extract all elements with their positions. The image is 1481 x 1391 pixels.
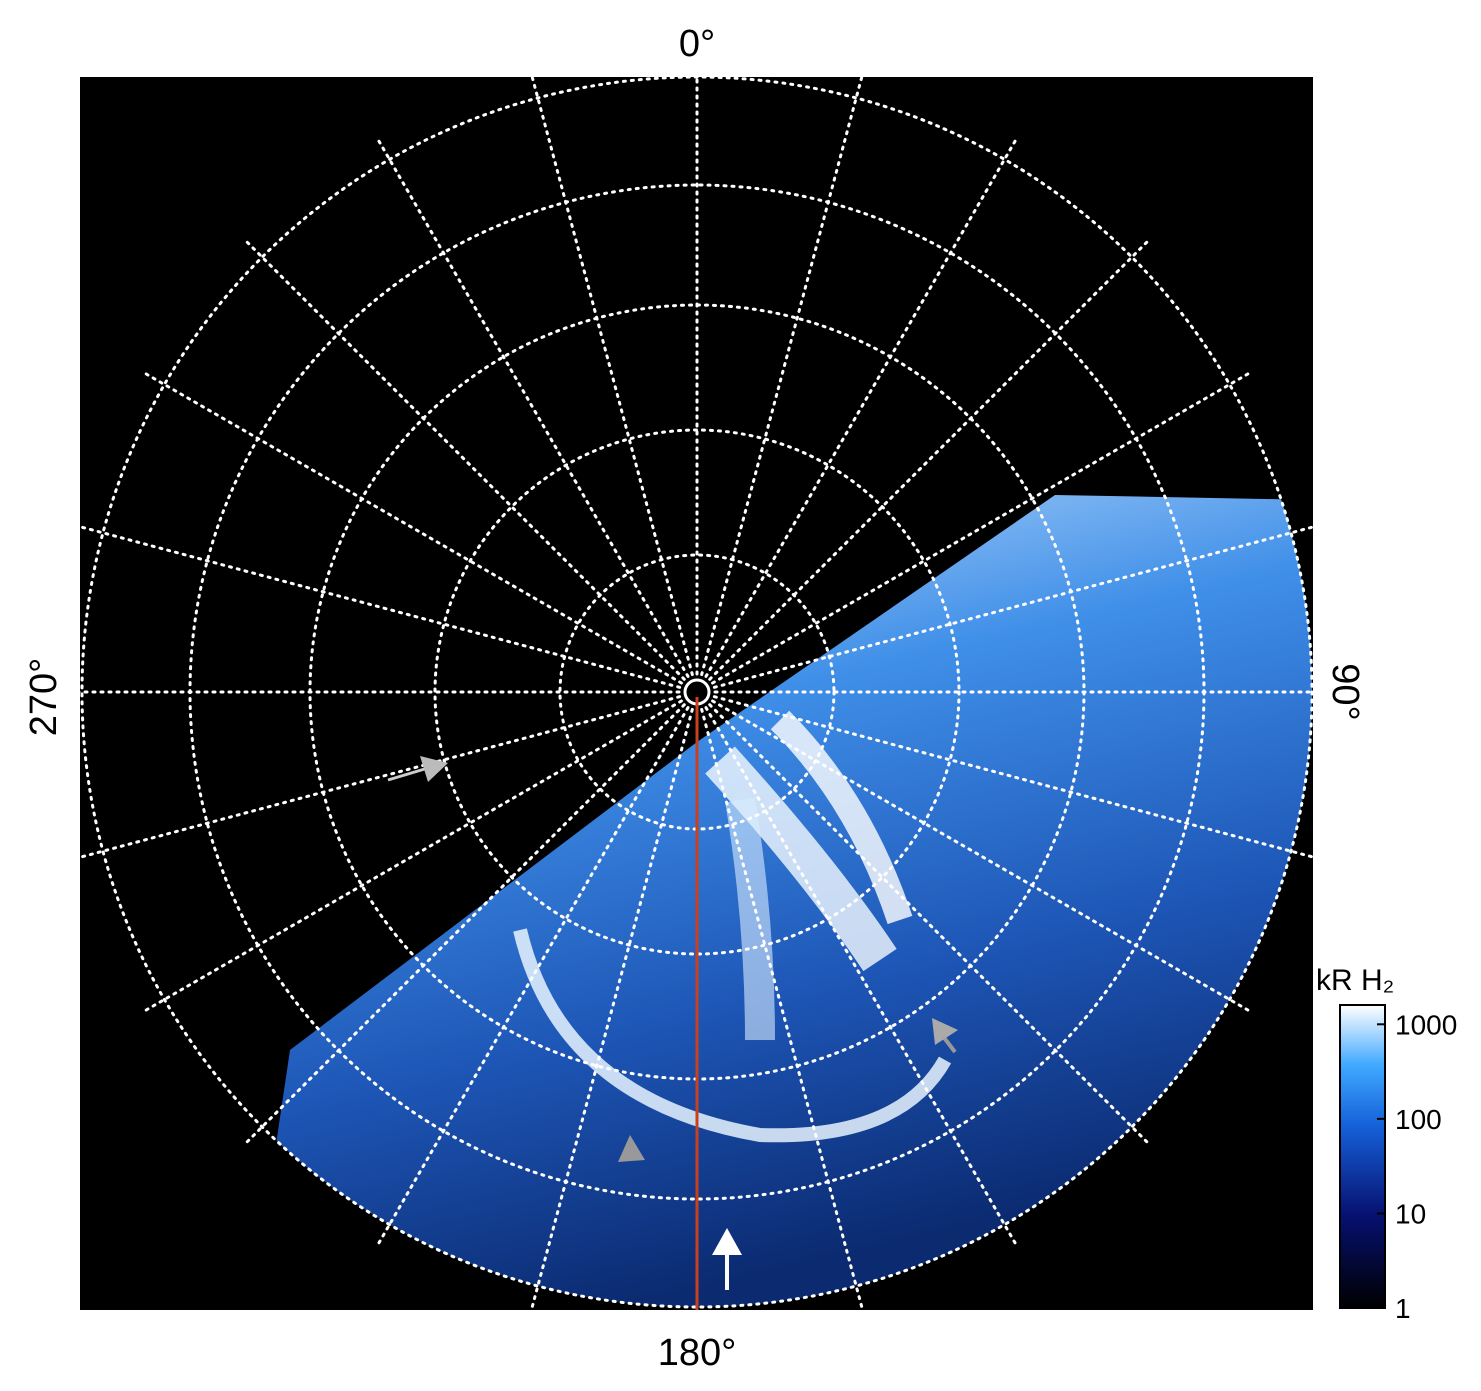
angle-label-bottom: 180° [658, 1332, 737, 1374]
colorbar-tick-label: 10 [1395, 1198, 1426, 1229]
meridian [704, 706, 1019, 1248]
polar-grid [80, 77, 1313, 1310]
meridian [80, 525, 682, 689]
meridian [708, 703, 1152, 1147]
angle-label-top: 0° [679, 23, 715, 65]
angle-label-right: 90° [1324, 663, 1366, 720]
meridian [700, 77, 864, 677]
arrows [387, 756, 958, 1290]
colorbar [1339, 1004, 1386, 1309]
meridian [712, 525, 1313, 689]
colorbar-label: kR H₂ [1316, 964, 1394, 997]
meridian [242, 237, 686, 681]
meridian [80, 695, 682, 859]
colorbar-tick-label: 1000 [1395, 1009, 1457, 1040]
meridian [711, 699, 1253, 1014]
colorbar-ticks: 1 10 100 1000 [1377, 1009, 1457, 1324]
meridian [375, 136, 690, 678]
meridian [242, 703, 686, 1147]
meridian [375, 706, 690, 1248]
meridian [530, 77, 694, 677]
colorbar-tick-label: 1 [1395, 1293, 1411, 1324]
meridian [700, 707, 865, 1310]
colorbar-tick-label: 100 [1395, 1104, 1442, 1135]
meridian [141, 699, 683, 1014]
latitude-circle [80, 77, 1313, 1309]
meridian [529, 707, 694, 1310]
meridian [712, 695, 1313, 859]
angle-label-left: 270° [23, 658, 65, 737]
meridian [711, 370, 1253, 685]
meridian [708, 237, 1152, 681]
aurora-image [250, 495, 1312, 1307]
meridian [141, 370, 683, 685]
meridian [704, 136, 1019, 678]
